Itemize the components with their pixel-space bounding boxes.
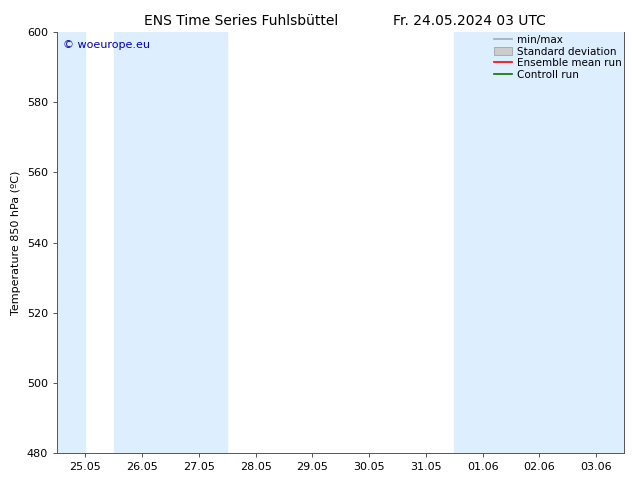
Text: Fr. 24.05.2024 03 UTC: Fr. 24.05.2024 03 UTC bbox=[392, 14, 546, 28]
Bar bbox=[114, 32, 228, 453]
Legend: min/max, Standard deviation, Ensemble mean run, Controll run: min/max, Standard deviation, Ensemble me… bbox=[491, 33, 623, 82]
Bar bbox=[57, 32, 86, 453]
Bar bbox=[568, 32, 624, 453]
Y-axis label: Temperature 850 hPa (ºC): Temperature 850 hPa (ºC) bbox=[11, 171, 21, 315]
Bar bbox=[455, 32, 568, 453]
Text: ENS Time Series Fuhlsbüttel: ENS Time Series Fuhlsbüttel bbox=[144, 14, 338, 28]
Text: © woeurope.eu: © woeurope.eu bbox=[63, 40, 150, 50]
